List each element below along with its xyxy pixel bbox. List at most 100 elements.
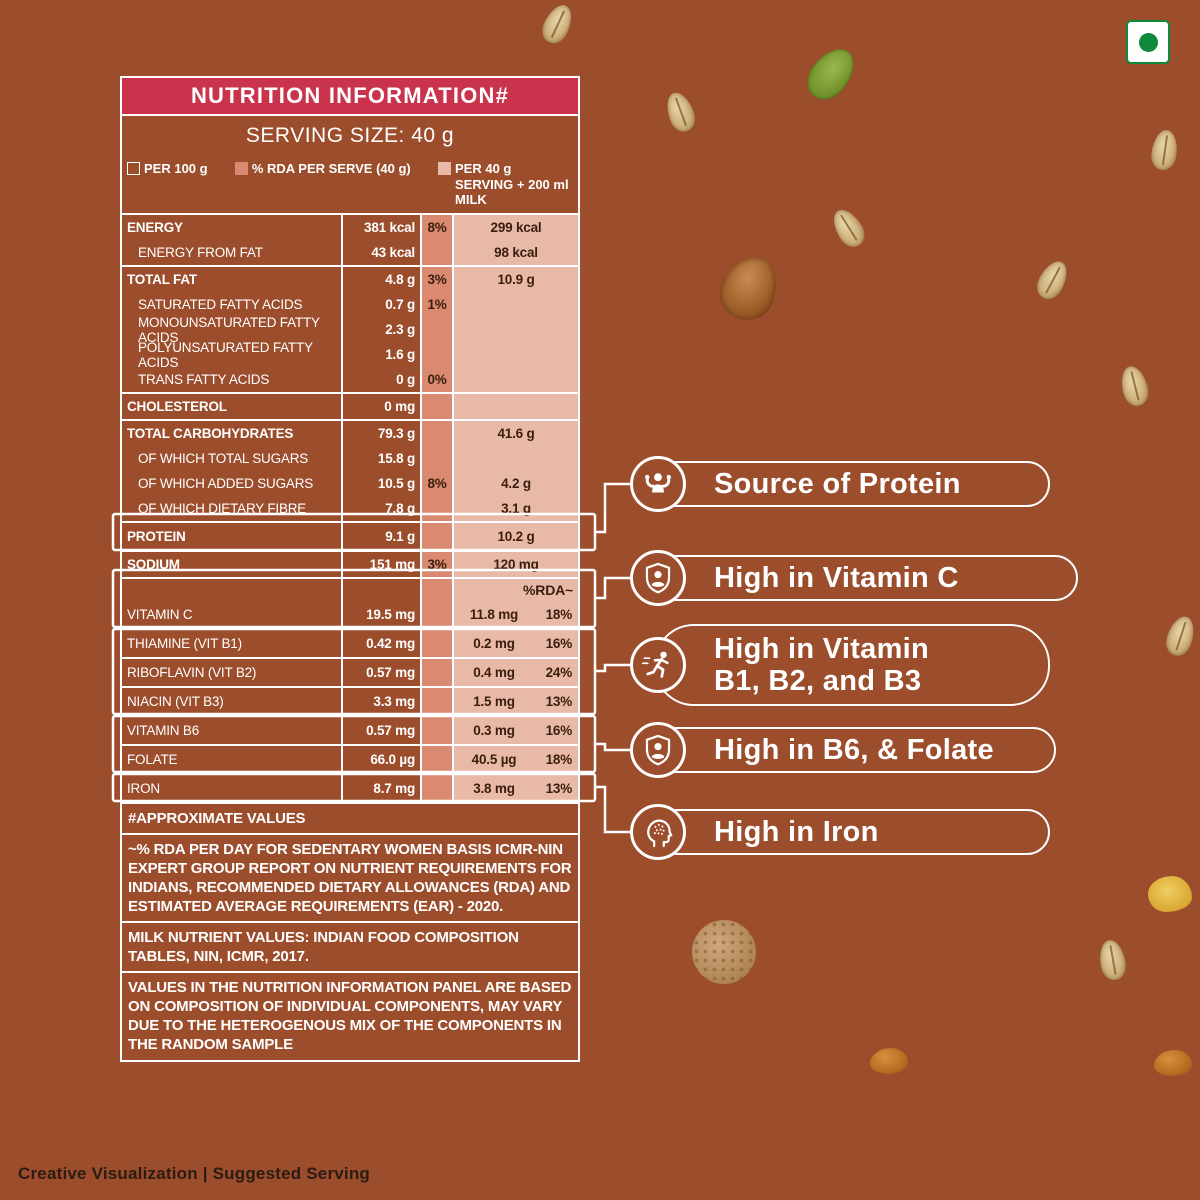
- nutrition-row: ENERGY 381 kcal 8% 299 kcal: [122, 215, 578, 240]
- corn-flake-icon: [1148, 876, 1192, 912]
- row-per100-value: 381 kcal: [341, 215, 420, 240]
- row-milk-value: 4.2 g: [452, 471, 578, 496]
- row-per100-value: 10.5 g: [341, 471, 420, 496]
- row-per100-value: 151 mg: [341, 552, 420, 577]
- callout-pill: Source of Protein: [654, 461, 1050, 507]
- row-label: OF WHICH ADDED SUGARS: [138, 476, 314, 491]
- row-rda-percent: 8%: [420, 215, 452, 240]
- row-label: SATURATED FATTY ACIDS: [138, 297, 303, 312]
- callout-pill: High in Vitamin C: [654, 555, 1078, 601]
- panel-title: NUTRITION INFORMATION#: [122, 78, 578, 116]
- row-milk-value: [452, 342, 578, 367]
- row-per100-value: 1.6 g: [341, 342, 420, 367]
- callout-label: High in Vitamin: [714, 632, 930, 665]
- row-per100-value: 7.8 g: [341, 496, 420, 521]
- callout-label: High in Iron: [714, 815, 879, 848]
- head-brain-icon: [630, 804, 686, 860]
- row-per100-value: 43 kcal: [341, 240, 420, 265]
- raisin-icon: [870, 1048, 908, 1074]
- row-rda-percent: [420, 240, 452, 265]
- callout-pill: High in B6, & Folate: [654, 727, 1056, 773]
- milk-value: 299 kcal: [490, 220, 542, 235]
- nutrition-row: TOTAL CARBOHYDRATES 79.3 g 41.6 g: [122, 421, 578, 446]
- row-rda-percent: [420, 342, 452, 367]
- row-per100-value: 15.8 g: [341, 446, 420, 471]
- nutrition-row: ENERGY FROM FAT 43 kcal 98 kcal: [122, 240, 578, 267]
- row-label: ENERGY FROM FAT: [138, 245, 263, 260]
- footer-caption: Creative Visualization | Suggested Servi…: [18, 1164, 371, 1183]
- shield-user-icon: [630, 722, 686, 778]
- row-milk-value: [452, 292, 578, 317]
- footnote: MILK NUTRIENT VALUES: INDIAN FOOD COMPOS…: [122, 921, 578, 971]
- row-rda-percent: [420, 317, 452, 342]
- nutrition-row: OF WHICH ADDED SUGARS 10.5 g 8% 4.2 g: [122, 471, 578, 496]
- nutrition-row: TOTAL FAT 4.8 g 3% 10.9 g: [122, 267, 578, 292]
- row-per100-value: 0 mg: [341, 394, 420, 419]
- vegetarian-mark-icon: [1126, 20, 1170, 64]
- row-per100-value: 0 g: [341, 367, 420, 392]
- row-milk-value: [452, 394, 578, 419]
- callout-pill: High in Iron: [654, 809, 1050, 855]
- milk-value: 120 mg: [493, 557, 539, 572]
- footnote: VALUES IN THE NUTRITION INFORMATION PANE…: [122, 971, 578, 1059]
- row-rda-percent: [420, 446, 452, 471]
- legend-label: PER 100 g: [144, 161, 208, 176]
- row-label: MONOUNSATURATED FATTY ACIDS: [138, 314, 320, 345]
- callout-pill: High in Vitamin B1, B2, and B3: [654, 624, 1050, 706]
- row-milk-value: [452, 367, 578, 392]
- milk-value: 41.6 g: [497, 426, 535, 441]
- row-label: SODIUM: [127, 557, 180, 572]
- row-rda-percent: 1%: [420, 292, 452, 317]
- legend-swatch-per-40g-milk: [438, 162, 451, 175]
- row-label: OF WHICH TOTAL SUGARS: [138, 451, 309, 466]
- row-rda-percent: [420, 421, 452, 446]
- legend: PER 100 g % RDA PER SERVE (40 g) PER 40 …: [122, 156, 578, 215]
- row-rda-percent: 8%: [420, 471, 452, 496]
- row-label: ENERGY: [127, 220, 183, 235]
- row-per100-value: 0.7 g: [341, 292, 420, 317]
- row-milk-value: 41.6 g: [452, 421, 578, 446]
- callout-label: B1, B2, and B3: [714, 665, 922, 697]
- row-rda-percent: [420, 394, 452, 419]
- callout-label: Source of Protein: [714, 467, 961, 500]
- legend-swatch-per-100g: [127, 162, 140, 175]
- row-milk-value: 299 kcal: [452, 215, 578, 240]
- row-label: TOTAL CARBOHYDRATES: [127, 426, 294, 441]
- row-label: POLYUNSATURATED FATTY ACIDS: [138, 339, 313, 370]
- legend-item-per-40g-milk: PER 40 g SERVING + 200 ml MILK: [438, 161, 573, 213]
- legend-item-rda-per-serve: % RDA PER SERVE (40 g): [234, 161, 411, 213]
- legend-item-per-100g: PER 100 g: [127, 161, 208, 213]
- row-rda-percent: 3%: [420, 267, 452, 292]
- row-milk-value: 10.9 g: [452, 267, 578, 292]
- row-rda-percent: 0%: [420, 367, 452, 392]
- milk-value: 3.1 g: [501, 501, 531, 516]
- running-person-icon: [630, 637, 686, 693]
- row-per100-value: 4.8 g: [341, 267, 420, 292]
- nutrition-row: SATURATED FATTY ACIDS 0.7 g 1%: [122, 292, 578, 317]
- shield-user-icon: [630, 550, 686, 606]
- nutrition-row: POLYUNSATURATED FATTY ACIDS 1.6 g: [122, 339, 578, 370]
- callout-label: High in B6, & Folate: [714, 733, 994, 766]
- vegetarian-dot: [1138, 32, 1158, 52]
- multigrain-cookie-icon: [692, 920, 756, 984]
- nutrition-row: TRANS FATTY ACIDS 0 g 0%: [122, 367, 578, 394]
- raisin-icon: [1154, 1050, 1192, 1076]
- milk-value: 4.2 g: [501, 476, 531, 491]
- row-label: TOTAL FAT: [127, 272, 197, 287]
- footnote: #APPROXIMATE VALUES: [128, 810, 306, 827]
- legend-swatch-rda-per-serve: [234, 162, 248, 175]
- row-milk-value: 98 kcal: [452, 240, 578, 265]
- row-label: OF WHICH DIETARY FIBRE: [138, 501, 307, 516]
- legend-label: PER 40 g SERVING + 200 ml MILK: [455, 161, 569, 208]
- row-per100-value: 2.3 g: [341, 317, 420, 342]
- row-per100-value: 79.3 g: [341, 421, 420, 446]
- footnote: ~% RDA PER DAY FOR SEDENTARY WOMEN BASIS…: [122, 833, 578, 921]
- footnotes: #APPROXIMATE VALUES ~% RDA PER DAY FOR SE…: [122, 804, 578, 1060]
- legend-label: % RDA PER SERVE (40 g): [251, 161, 411, 176]
- serving-size: SERVING SIZE: 40 g: [245, 124, 455, 147]
- milk-value: 10.9 g: [497, 272, 535, 287]
- row-milk-value: [452, 317, 578, 342]
- nutrition-row: OF WHICH TOTAL SUGARS 15.8 g: [122, 446, 578, 471]
